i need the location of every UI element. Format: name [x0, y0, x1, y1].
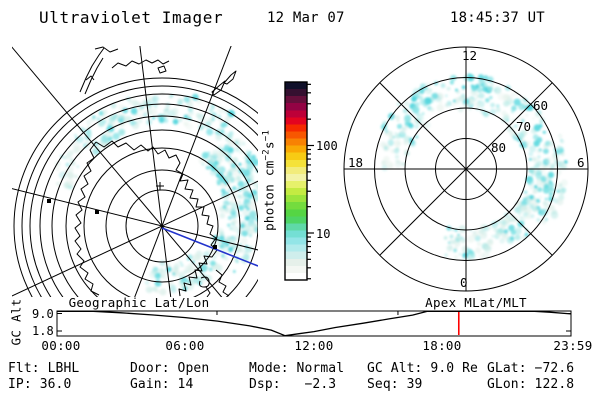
strip-yticks: [57, 313, 571, 332]
orbit-track-line: [161, 227, 258, 267]
colorbar-ticks: [307, 83, 314, 280]
page-title: Ultraviolet Imager: [39, 8, 224, 27]
station-marker: [95, 210, 99, 214]
geo-meridians: [12, 46, 258, 297]
footprint-marker: [213, 245, 217, 249]
colorbar: [284, 81, 314, 281]
telemetry-seq: Seq: 39: [367, 377, 423, 392]
map-markers: [47, 199, 217, 249]
plus-marker: [156, 182, 164, 190]
strip-top-marks: [216, 311, 399, 315]
aurora-oval-polar: [380, 73, 568, 260]
telemetry-ip: IP: 36.0: [8, 377, 72, 392]
telemetry-gain: Gain: 14: [130, 377, 194, 392]
strip-xtick-0000: 00:00: [41, 338, 81, 353]
strip-ytick-1.8: 1.8: [32, 324, 54, 338]
mlt-label-6: 6: [577, 155, 585, 170]
telemetry-door: Door: Open: [130, 361, 210, 376]
aurora-oval-geo: [54, 90, 258, 296]
mlt-spokes: [344, 47, 588, 291]
altitude-curve: [57, 310, 571, 337]
strip-xtick-1200: 12:00: [294, 338, 334, 353]
header-time: 18:45:37 UT: [450, 10, 545, 26]
telemetry-glat: GLat: −72.6: [487, 361, 575, 376]
polar-plot: [343, 46, 589, 292]
strip-chart: [56, 310, 572, 337]
telemetry-flt: Flt: LBHL: [8, 361, 80, 376]
telemetry-dsp: Dsp: −2.3: [249, 377, 337, 392]
telemetry-glon: GLon: 122.8: [487, 377, 575, 392]
strip-ylabel: GC Alt: [8, 298, 24, 346]
strip-xtick-1800: 18:00: [422, 338, 462, 353]
strip-xtick-2359: 23:59: [553, 338, 593, 353]
strip-ytick-9: 9.0: [32, 307, 54, 321]
coastlines: [74, 46, 237, 297]
polar-plot-caption: Apex MLat/MLT: [425, 295, 527, 310]
lat-label-80: 80: [491, 140, 507, 155]
telemetry-gcalt: GC Alt: 9.0 Re: [367, 361, 478, 376]
mlt-label-18: 18: [348, 155, 364, 170]
colorbar-tick-10: 10: [316, 227, 331, 241]
geo-latitude-circles: [13, 77, 258, 297]
station-marker: [47, 199, 51, 203]
colorbar-unit-label: photon cm−2s−1: [261, 129, 277, 231]
mlt-label-12: 12: [462, 48, 478, 63]
geo-map-caption: Geographic Lat/Lon: [68, 295, 210, 310]
mlt-label-0: 0: [460, 275, 468, 290]
header-date: 12 Mar 07: [267, 10, 345, 26]
colorbar-tick-100: 100: [316, 139, 338, 153]
geo-map: [12, 46, 258, 297]
strip-xtick-0600: 06:00: [165, 338, 205, 353]
lat-label-60: 60: [533, 98, 549, 113]
telemetry-mode: Mode: Normal: [249, 361, 345, 376]
lat-label-70: 70: [516, 119, 532, 134]
